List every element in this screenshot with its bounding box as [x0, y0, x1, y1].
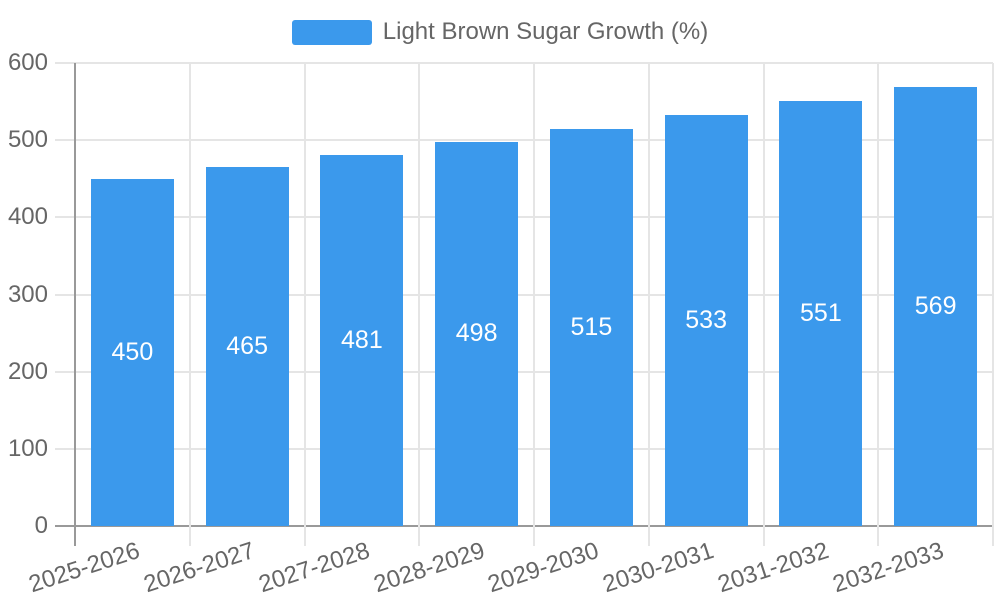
h-gridline [55, 216, 993, 219]
legend-item[interactable]: Light Brown Sugar Growth (%) [0, 18, 1000, 46]
v-gridline [533, 63, 535, 546]
v-gridline [647, 63, 650, 546]
legend-swatch [291, 19, 372, 45]
y-axis-line [74, 63, 76, 546]
bar[interactable]: 569 [894, 86, 978, 526]
bar[interactable]: 551 [779, 100, 863, 526]
h-gridline [55, 139, 993, 142]
y-axis-label: 300 [7, 280, 48, 308]
y-axis-label: 600 [7, 49, 48, 76]
h-gridline [55, 447, 993, 450]
y-axis-label: 500 [7, 126, 48, 154]
bar[interactable]: 450 [90, 178, 174, 526]
v-gridline [418, 63, 421, 546]
bar[interactable]: 498 [435, 141, 519, 526]
bar[interactable]: 481 [320, 154, 404, 526]
bar-value-label: 450 [111, 337, 154, 366]
h-gridline [55, 370, 993, 373]
bar-value-label: 533 [685, 305, 727, 334]
h-gridline [55, 293, 993, 296]
bar[interactable]: 465 [205, 167, 289, 526]
bar-value-label: 569 [914, 291, 957, 320]
bar[interactable]: 515 [549, 128, 633, 526]
y-axis-label: 200 [7, 357, 48, 385]
v-gridline [762, 63, 765, 546]
x-axis-line [55, 525, 993, 527]
bar-value-label: 465 [226, 332, 268, 361]
y-axis-label: 400 [7, 203, 48, 231]
bar-value-label: 515 [570, 312, 613, 341]
y-axis-label: 0 [34, 512, 48, 539]
bar-value-label: 481 [341, 325, 383, 354]
bar-value-label: 498 [455, 319, 498, 348]
v-gridline [303, 63, 306, 546]
v-gridline [188, 63, 191, 546]
y-axis-label: 100 [7, 434, 48, 462]
h-gridline [55, 62, 993, 64]
v-gridline [992, 63, 994, 546]
bar[interactable]: 533 [664, 114, 748, 526]
legend-label: Light Brown Sugar Growth (%) [382, 18, 709, 45]
v-gridline [877, 63, 880, 546]
bar-value-label: 551 [800, 298, 842, 327]
